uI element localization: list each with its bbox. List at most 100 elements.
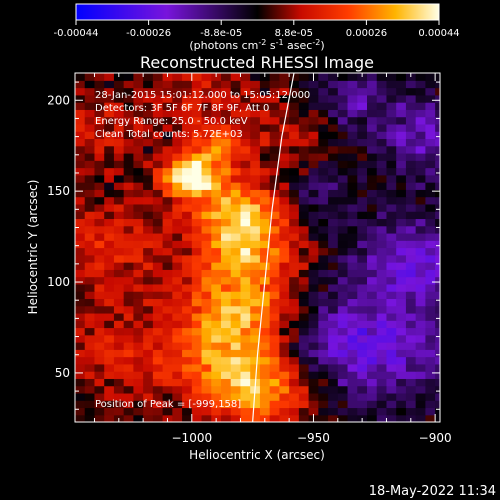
heatmap-cell <box>376 87 388 96</box>
heatmap-cell <box>75 276 86 285</box>
heatmap-cell <box>104 189 115 198</box>
heatmap-cell <box>75 189 86 198</box>
heatmap-cell <box>133 116 144 125</box>
heatmap-cell <box>211 102 222 110</box>
heatmap-cell <box>318 225 329 234</box>
heatmap-cell <box>123 371 134 379</box>
heatmap-cell <box>435 167 440 176</box>
heatmap-cell <box>435 371 440 379</box>
heatmap-cell <box>113 102 125 110</box>
heatmap-cell <box>269 342 280 350</box>
heatmap-cell <box>113 109 125 118</box>
heatmap-cell <box>162 138 173 147</box>
heatmap-cell <box>250 174 261 183</box>
heatmap-cell <box>386 320 397 329</box>
heatmap-cell <box>269 94 280 103</box>
heatmap-cell <box>133 240 144 249</box>
heatmap-cell <box>143 385 154 394</box>
heatmap-cell <box>123 298 134 307</box>
heatmap-cell <box>435 400 440 409</box>
heatmap-cell <box>308 182 319 190</box>
heatmap-cell <box>328 174 339 183</box>
heatmap-cell <box>182 167 193 176</box>
heatmap-cell <box>347 73 358 81</box>
heatmap-cell <box>104 371 115 379</box>
heatmap-cell <box>269 138 280 147</box>
heatmap-cell <box>415 94 426 103</box>
heatmap-cell <box>152 400 164 409</box>
heatmap-cell <box>376 196 388 205</box>
heatmap-cell <box>230 371 242 379</box>
heatmap-cell <box>376 385 388 394</box>
heatmap-cell <box>386 218 397 227</box>
heatmap-cell <box>415 283 426 292</box>
heatmap-cell <box>250 189 261 198</box>
heatmap-cell <box>211 283 222 292</box>
heatmap-cell <box>357 182 368 190</box>
heatmap-cell <box>269 407 280 416</box>
heatmap-cell <box>289 232 300 241</box>
heatmap-cell <box>133 392 144 401</box>
heatmap-cell <box>191 378 203 387</box>
heatmap-cell <box>162 291 173 299</box>
heatmap-cell <box>289 414 300 422</box>
heatmap-cell <box>133 160 144 169</box>
heatmap-cell <box>269 378 280 387</box>
heatmap-cell <box>435 109 440 118</box>
heatmap-cell <box>182 407 193 416</box>
heatmap-cell <box>201 138 212 147</box>
heatmap-cell <box>279 269 290 278</box>
heatmap-cell <box>104 247 115 256</box>
heatmap-cell <box>259 291 271 299</box>
heatmap-cell <box>357 240 368 249</box>
heatmap-cell <box>435 87 440 96</box>
heatmap-cell <box>104 385 115 394</box>
heatmap-cell <box>152 218 164 227</box>
heatmap-cell <box>75 109 86 118</box>
heatmap-cell <box>298 327 310 336</box>
heatmap-cell <box>211 189 222 198</box>
heatmap-cell <box>347 240 358 249</box>
heatmap-cell <box>435 320 440 329</box>
heatmap-cell <box>396 363 407 372</box>
heatmap-cell <box>172 131 183 140</box>
heatmap-cell <box>347 327 358 336</box>
heatmap-cell <box>347 247 358 256</box>
heatmap-cell <box>172 385 183 394</box>
heatmap-cell <box>396 167 407 176</box>
heatmap-cell <box>386 327 397 336</box>
heatmap-cell <box>425 123 436 132</box>
heatmap-cell <box>425 116 436 125</box>
heatmap-cell <box>75 385 86 394</box>
heatmap-cell <box>289 189 300 198</box>
heatmap-cell <box>298 240 310 249</box>
heatmap-cell <box>143 109 154 118</box>
heatmap-cell <box>94 174 105 183</box>
heatmap-cell <box>250 167 261 176</box>
heatmap-cell <box>162 254 173 263</box>
heatmap-cell <box>396 174 407 183</box>
heatmap-cell <box>337 123 349 132</box>
heatmap-cell <box>94 160 105 169</box>
heatmap-cell <box>221 94 232 103</box>
heatmap-cell <box>298 94 310 103</box>
heatmap-cell <box>94 414 105 422</box>
heatmap-cell <box>425 138 436 147</box>
heatmap-cell <box>259 138 271 147</box>
heatmap-cell <box>221 291 232 299</box>
heatmap-cell <box>211 312 222 321</box>
heatmap-cell <box>230 269 242 278</box>
heatmap-cell <box>328 232 339 241</box>
heatmap-cell <box>279 298 290 307</box>
heatmap-cell <box>104 407 115 416</box>
heatmap-cell <box>75 138 86 147</box>
heatmap-cell <box>318 298 329 307</box>
heatmap-cell <box>425 152 436 161</box>
heatmap-cell <box>104 327 115 336</box>
heatmap-cell <box>104 160 115 169</box>
heatmap-cell <box>182 240 193 249</box>
heatmap-cell <box>84 80 96 89</box>
heatmap-cell <box>240 116 251 125</box>
heatmap-cell <box>425 342 436 350</box>
